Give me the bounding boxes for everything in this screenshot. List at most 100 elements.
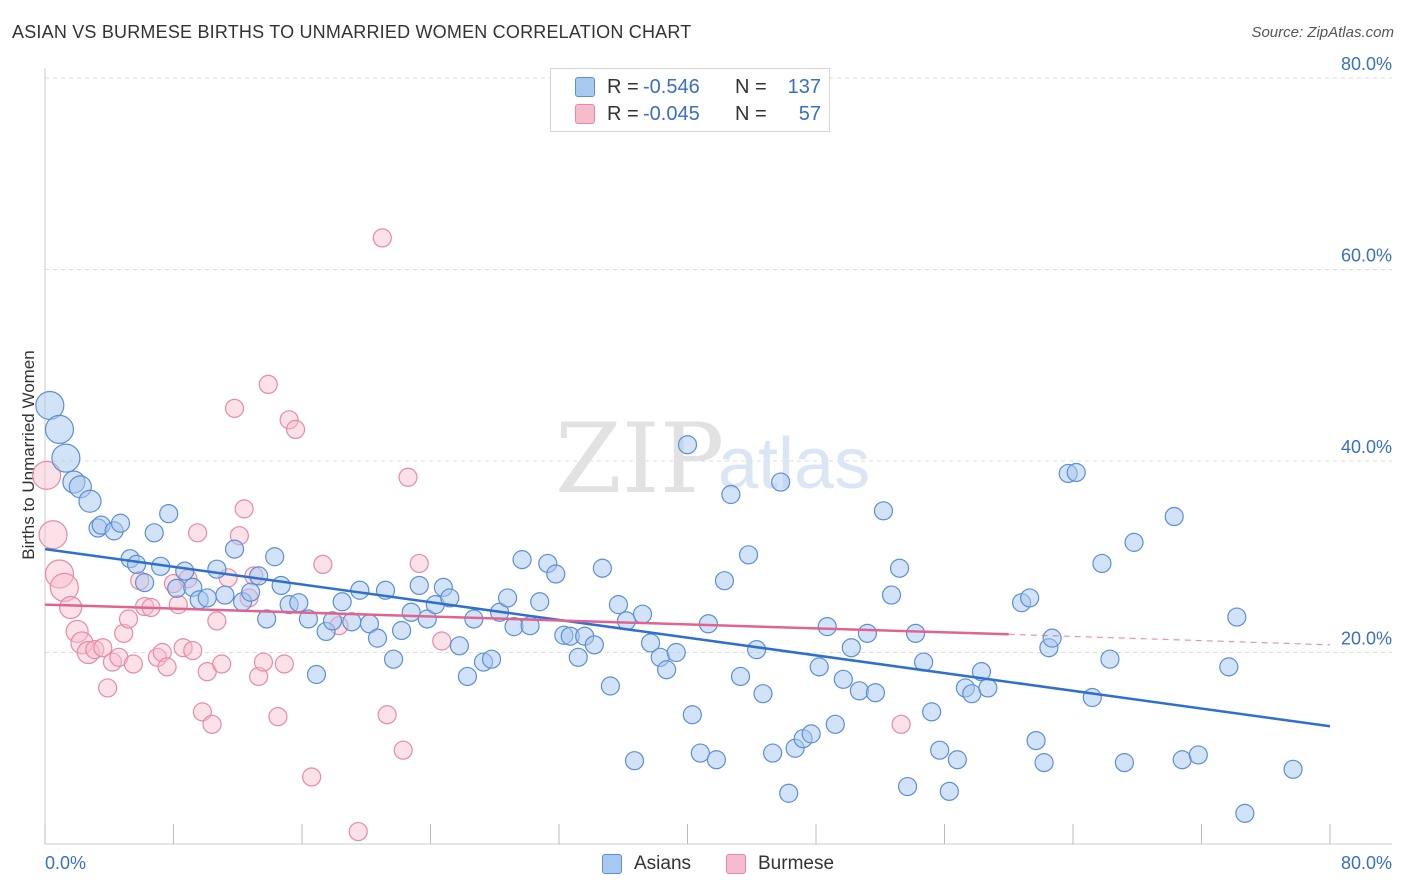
asian-point	[207, 559, 227, 579]
burmese-point	[168, 595, 188, 615]
burmese-point	[274, 654, 294, 674]
asian-point	[738, 545, 759, 565]
asian-point	[825, 714, 845, 734]
asian-point	[608, 595, 629, 615]
burmese-point	[393, 740, 413, 760]
asians-swatch	[575, 77, 595, 97]
asian-point	[546, 564, 566, 584]
asian-point	[271, 575, 291, 596]
asian-point	[930, 740, 950, 760]
asian-point	[126, 554, 147, 575]
burmese-point	[93, 638, 113, 658]
asian-point	[134, 573, 155, 593]
bottom-legend-asians: Asians	[602, 852, 691, 876]
asian-point	[265, 547, 285, 567]
y-tick-label-3: 80.0%	[1341, 54, 1392, 74]
asian-point	[224, 539, 245, 559]
burmese-point	[372, 228, 392, 248]
x-tick-label-1: 80.0%	[1341, 853, 1392, 873]
asian-point	[342, 612, 362, 632]
burmese-point	[409, 553, 429, 574]
asian-point	[897, 776, 918, 797]
asian-point	[801, 724, 821, 744]
trend-lines	[44, 547, 1331, 728]
burmese-point	[224, 398, 245, 418]
asians-legend-label: Asians	[634, 853, 692, 874]
x-tick-label-0: 0.0%	[45, 853, 86, 873]
burmese-point	[249, 666, 269, 687]
asian-point	[721, 484, 741, 505]
asians-r-label: R =	[607, 75, 639, 98]
asian-point	[401, 602, 421, 622]
asian-point	[1020, 588, 1040, 608]
asian-point	[498, 588, 518, 608]
y-tick-label-1: 40.0%	[1341, 437, 1392, 457]
asian-point	[1100, 649, 1120, 669]
asian-point	[257, 609, 277, 629]
burmese-point	[302, 767, 322, 787]
chart-title: ASIAN VS BURMESE BIRTHS TO UNMARRIED WOM…	[12, 22, 692, 42]
gridlines	[45, 77, 1392, 653]
burmese-point	[114, 623, 134, 643]
y-tick-label-2: 60.0%	[1341, 246, 1392, 266]
asian-point	[677, 435, 698, 455]
asian-point	[1219, 657, 1239, 677]
burmese-point	[313, 554, 333, 575]
asian-point	[889, 558, 910, 578]
asian-point	[159, 504, 179, 524]
asian-point	[779, 783, 799, 803]
asian-point	[865, 683, 886, 703]
asian-point	[730, 666, 751, 687]
burmese-point	[98, 678, 118, 698]
asian-point	[440, 588, 460, 608]
asian-point	[391, 620, 412, 641]
burmese-point	[59, 595, 83, 620]
burmese-n-value: 57	[798, 102, 821, 125]
asian-point	[640, 633, 661, 653]
burmese-point	[377, 705, 397, 725]
asian-point	[350, 580, 370, 600]
burmese-point	[253, 652, 274, 672]
asian-point	[657, 660, 677, 680]
asian-point	[1092, 553, 1112, 574]
asian-point	[1235, 803, 1255, 823]
asian-point	[1227, 607, 1247, 627]
asian-point	[1082, 687, 1102, 708]
asian-point	[1026, 730, 1046, 751]
burmese-point	[348, 821, 368, 842]
burmese-point	[207, 611, 227, 631]
burmese-trend-extension	[1008, 633, 1331, 646]
asian-point	[568, 647, 588, 667]
asian-point	[175, 561, 195, 581]
asian-point	[753, 684, 773, 704]
burmese-point	[85, 640, 105, 660]
asian-point	[939, 781, 959, 801]
asians-legend-swatch	[602, 854, 622, 874]
y-axis-label: Births to Unmarried Women	[19, 350, 38, 559]
asian-point	[624, 751, 645, 771]
burmese-point	[432, 631, 452, 651]
asian-point	[849, 681, 869, 701]
correlation-legend: R = -0.546 N = 137 R = -0.045 N = 57	[550, 68, 830, 132]
burmese-point	[398, 467, 418, 487]
watermark-atlas: atlas	[718, 424, 870, 504]
burmese-point	[891, 714, 911, 734]
asian-point	[78, 489, 102, 513]
legend-row-burmese: R = -0.045 N = 57	[575, 101, 821, 127]
asian-point	[383, 649, 404, 669]
asian-point	[1034, 753, 1054, 773]
asian-point	[809, 657, 829, 677]
burmese-point	[202, 714, 222, 734]
asian-point	[332, 592, 352, 612]
asian-point	[905, 623, 926, 643]
burmese-point	[258, 374, 278, 394]
asian-point	[144, 523, 164, 543]
asians-trend-line	[44, 547, 1331, 728]
burmese-legend-swatch	[726, 854, 746, 874]
asian-point	[457, 666, 478, 687]
burmese-point	[183, 640, 203, 661]
burmese-n-label: N =	[735, 102, 767, 125]
burmese-point	[212, 654, 232, 674]
asian-point	[833, 669, 853, 689]
asian-point	[1164, 506, 1184, 527]
